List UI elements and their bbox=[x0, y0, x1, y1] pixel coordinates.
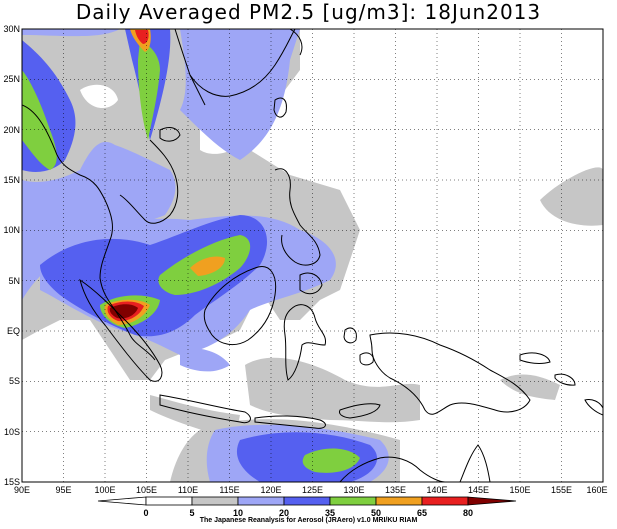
lat-tick-labels: 30N 25N 20N 15N 10N 5N EQ 5S 10S 15S bbox=[3, 24, 20, 487]
colorbar-label: 50 bbox=[371, 508, 381, 518]
colorbar-label: 0 bbox=[143, 508, 148, 518]
lat-tick: 15N bbox=[3, 175, 20, 185]
lon-tick: 155E bbox=[551, 485, 572, 495]
lon-tick: 100E bbox=[94, 485, 115, 495]
lon-tick: 130E bbox=[343, 485, 364, 495]
field-35-50 bbox=[302, 448, 360, 473]
field-5-10 bbox=[245, 357, 420, 423]
lon-tick: 150E bbox=[509, 485, 530, 495]
lon-tick: 110E bbox=[178, 485, 198, 495]
lat-tick: 10N bbox=[3, 225, 20, 235]
field-10-20 bbox=[22, 35, 176, 300]
colorbar-segment-1 bbox=[145, 496, 193, 506]
lat-tick: 25N bbox=[3, 74, 20, 84]
colorbar-segment-3 bbox=[237, 496, 285, 506]
colorbar-segment-7 bbox=[421, 496, 469, 506]
lon-tick: 145E bbox=[468, 485, 489, 495]
field-50-65 bbox=[190, 256, 225, 276]
lon-tick: 90E bbox=[14, 485, 30, 495]
colorbar-segment-2 bbox=[191, 496, 239, 506]
lat-tick: EQ bbox=[7, 326, 20, 336]
field-0-5 bbox=[160, 375, 210, 400]
colorbar-segment-6 bbox=[375, 496, 423, 506]
field-65-80 bbox=[135, 30, 149, 44]
colorbar-segment-8 bbox=[467, 496, 517, 506]
coastlines bbox=[22, 29, 603, 482]
field-80-plus bbox=[109, 304, 138, 319]
lon-tick: 95E bbox=[55, 485, 71, 495]
field-5-10 bbox=[540, 167, 603, 226]
colorbar-label: 80 bbox=[463, 508, 473, 518]
lon-tick: 105E bbox=[136, 485, 157, 495]
field-10-20 bbox=[22, 29, 300, 160]
colorbar-segment-0 bbox=[97, 496, 147, 506]
pm25-field bbox=[22, 29, 603, 482]
lon-tick: 115E bbox=[219, 485, 239, 495]
lon-tick: 120E bbox=[260, 485, 281, 495]
colorbar-label: 20 bbox=[279, 508, 289, 518]
field-0-5 bbox=[80, 84, 118, 109]
lat-tick: 5S bbox=[9, 376, 20, 386]
field-10-20 bbox=[180, 348, 230, 372]
colorbar-segment-5 bbox=[329, 496, 377, 506]
map-title: Daily Averaged PM2.5 [ug/m3]: 18Jun2013 bbox=[75, 0, 542, 24]
lat-tick: 5N bbox=[8, 276, 20, 286]
colorbar-segment-4 bbox=[283, 496, 331, 506]
lon-tick-labels: 90E 95E 100E 105E 110E 115E 120E 125E 13… bbox=[14, 485, 608, 495]
colorbar-label: 65 bbox=[417, 508, 427, 518]
colorbar-label: 35 bbox=[325, 508, 335, 518]
lat-tick: 30N bbox=[3, 24, 20, 34]
field-35-50 bbox=[138, 40, 160, 140]
field-5-10 bbox=[500, 374, 560, 400]
colorbar: 0 5 10 20 35 50 65 80 bbox=[97, 496, 517, 518]
colorbar-label: 10 bbox=[233, 508, 243, 518]
lon-tick: 160E bbox=[586, 485, 607, 495]
lon-tick: 140E bbox=[426, 485, 447, 495]
lon-tick: 135E bbox=[385, 485, 406, 495]
lat-tick: 10S bbox=[4, 427, 20, 437]
credit-line: The Japanese Reanalysis for Aerosol (JRA… bbox=[199, 517, 418, 524]
lon-tick: 125E bbox=[302, 485, 323, 495]
colorbar-label: 5 bbox=[189, 508, 194, 518]
graticule bbox=[22, 29, 603, 482]
lat-tick: 15S bbox=[4, 477, 20, 487]
lat-tick: 20N bbox=[3, 125, 20, 135]
